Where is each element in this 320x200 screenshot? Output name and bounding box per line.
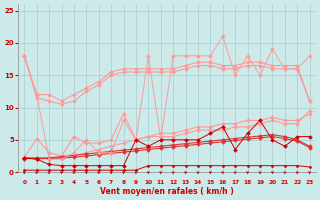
X-axis label: Vent moyen/en rafales ( km/h ): Vent moyen/en rafales ( km/h ) bbox=[100, 187, 234, 196]
